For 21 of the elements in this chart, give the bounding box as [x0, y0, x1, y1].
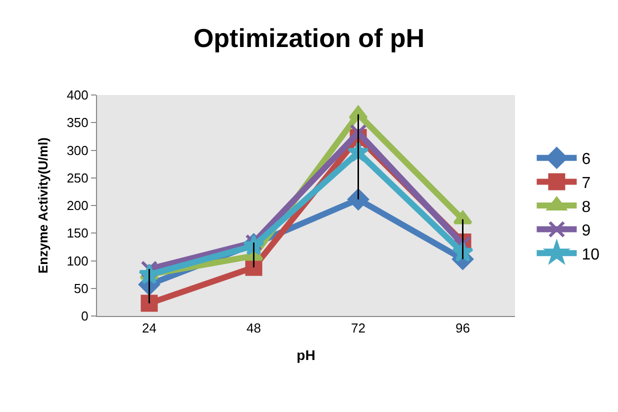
x-tick-label: 48: [246, 320, 261, 336]
y-tick-label: 250: [66, 170, 88, 186]
legend-label: 9: [582, 222, 591, 240]
legend-label: 10: [582, 246, 600, 264]
y-tick-label: 0: [81, 308, 88, 324]
y-tick-label: 300: [66, 142, 88, 158]
legend-label: 7: [582, 174, 591, 192]
legend-label: 8: [582, 198, 591, 216]
y-tick-label: 50: [74, 280, 88, 296]
legend-label: 6: [582, 151, 591, 168]
x-tick-label: 72: [351, 320, 366, 336]
y-tick-label: 100: [66, 253, 88, 268]
y-tick-label: 200: [66, 198, 88, 214]
y-tick-label: 150: [66, 226, 88, 241]
y-tick-label: 350: [66, 115, 88, 130]
y-tick-label: 400: [66, 88, 88, 103]
chart-title: Optimization of pH: [193, 23, 425, 54]
x-axis-title: pH: [296, 346, 316, 363]
x-tick-label: 24: [142, 320, 156, 336]
y-axis-title: Enzyme Activity(U/ml): [36, 137, 51, 274]
x-tick-label: 96: [456, 320, 470, 336]
